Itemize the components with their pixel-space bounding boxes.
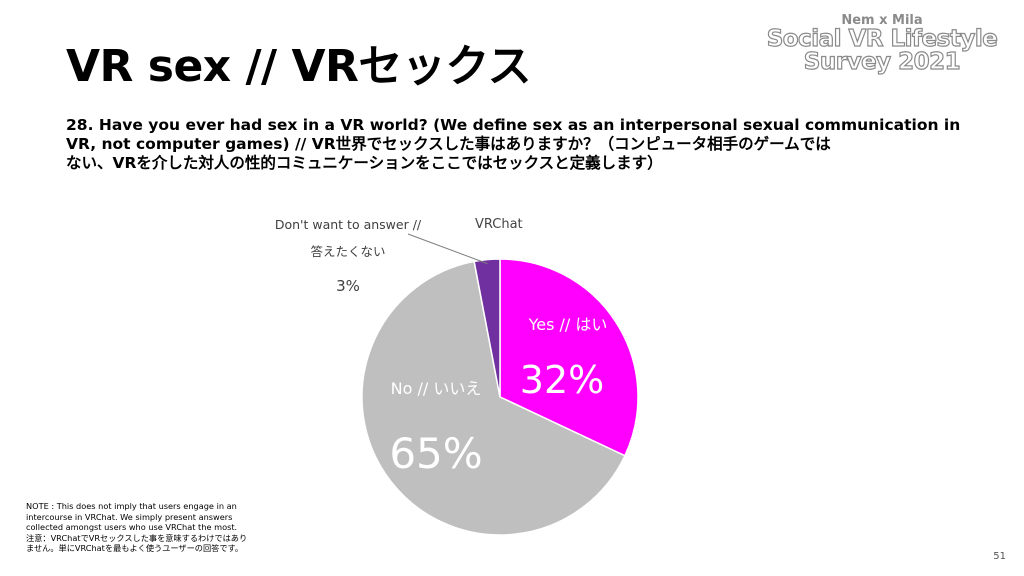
note-line-3: collected amongst users who use VRChat t… xyxy=(26,522,238,533)
slice-value-yes: 32% xyxy=(520,358,604,402)
footnote: NOTE : This does not imply that users en… xyxy=(26,501,286,554)
survey-brand-logo: Nem x Mila Social VR Lifestyle Survey 20… xyxy=(762,13,1002,75)
slice-label-decline-line-1: Don't want to answer // xyxy=(275,217,422,232)
pie-slices xyxy=(361,258,639,536)
slice-label-decline-line-2: 答えたくない xyxy=(310,244,385,259)
leader-line xyxy=(407,233,488,265)
question-line-1: 28. Have you ever had sex in a VR world?… xyxy=(66,116,961,134)
slice-value-decline: 3% xyxy=(336,277,360,295)
note-line-5: ません。単にVRChatを最もよく使うユーザーの回答です。 xyxy=(26,543,244,554)
chart-subtitle: VRChat xyxy=(475,217,523,232)
pie-slice-decline xyxy=(473,258,501,398)
slice-label-no: No // いいえ xyxy=(391,379,482,398)
question-line-2: VR, not computer games) // VR世界でセックスした事は… xyxy=(66,135,831,153)
brand-top: Nem x Mila xyxy=(841,13,923,28)
note-line-1: NOTE : This does not imply that users en… xyxy=(26,501,237,511)
note-line-4: 注意：VRChatでVRセックスした事を意味するわけではあり xyxy=(26,532,248,543)
brand-line-1: Social VR Lifestyle xyxy=(766,26,998,52)
slice-value-no: 65% xyxy=(389,429,482,478)
pie-slice-yes xyxy=(499,258,639,457)
page-number: 51 xyxy=(993,551,1006,562)
brand-line-2: Survey 2021 xyxy=(803,49,961,75)
slice-label-yes: Yes // はい xyxy=(528,315,608,334)
pie-slice-no xyxy=(361,260,626,536)
question-text: 28. Have you ever had sex in a VR world?… xyxy=(66,116,966,173)
question-line-3: ない、VRを介した対人の性的コミュニケーションをここではセックスと定義します） xyxy=(66,154,663,172)
page-title: VR sex // VRセックス xyxy=(66,41,532,92)
note-line-2: intercourse in VRChat. We simply present… xyxy=(26,511,233,522)
